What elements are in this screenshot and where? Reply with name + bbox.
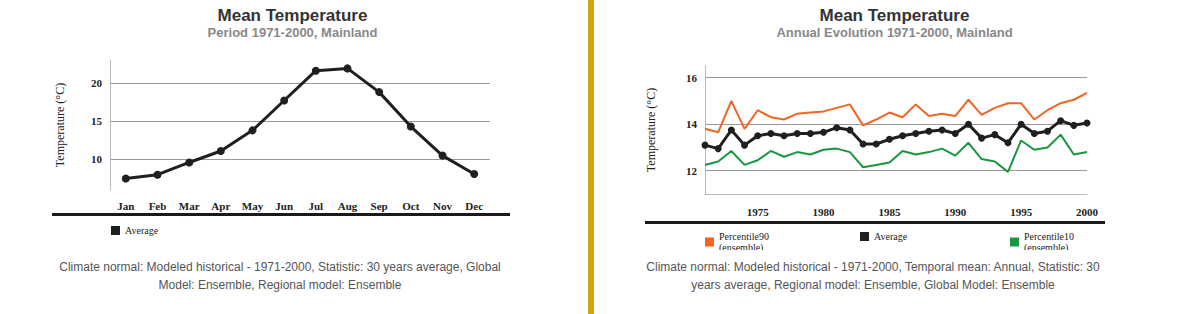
svg-text:12: 12 [686,165,698,177]
svg-text:Percentile90: Percentile90 [719,231,771,242]
svg-text:15: 15 [91,115,103,127]
svg-text:Dec: Dec [465,200,483,212]
svg-text:16: 16 [686,72,698,84]
svg-text:Jan: Jan [117,200,134,212]
svg-text:Temperature (°C): Temperature (°C) [644,88,658,172]
svg-text:Apr: Apr [211,200,230,212]
svg-text:Mean Temperature: Mean Temperature [218,6,368,25]
svg-text:1995: 1995 [1010,206,1033,218]
svg-text:Percentile10: Percentile10 [1024,231,1076,242]
svg-text:Mar: Mar [179,200,200,212]
svg-text:20: 20 [91,77,103,89]
svg-text:Aug: Aug [338,200,358,212]
svg-text:Annual Evolution 1971-2000, Ma: Annual Evolution 1971-2000, Mainland [776,25,1012,40]
svg-text:(ensemble): (ensemble) [1024,242,1068,250]
html-text:Climate normal: Modeled histor: Climate normal: Modeled historical - 197… [59,260,501,292]
svg-text:(ensemble): (ensemble) [719,242,763,250]
svg-text:1990: 1990 [944,206,967,218]
svg-text:1975: 1975 [747,206,770,218]
svg-text:1985: 1985 [878,206,901,218]
svg-text:Mean Temperature: Mean Temperature [820,6,970,25]
svg-text:Nov: Nov [433,200,452,212]
svg-text:Jun: Jun [275,200,293,212]
svg-text:10: 10 [91,153,103,165]
svg-text:Temperature (°C): Temperature (°C) [53,83,67,167]
svg-text:Average: Average [125,225,159,236]
html-text:Climate normal: Modeled histor: Climate normal: Modeled historical - 197… [646,260,1100,292]
svg-text:Period 1971-2000, Mainland: Period 1971-2000, Mainland [208,25,378,40]
svg-text:2000: 2000 [1076,206,1099,218]
svg-text:Jul: Jul [308,200,323,212]
svg-text:Feb: Feb [149,200,167,212]
svg-text:Sep: Sep [371,200,388,212]
svg-text:14: 14 [686,118,698,130]
svg-text:May: May [242,200,264,212]
svg-text:Oct: Oct [402,200,419,212]
svg-text:1980: 1980 [813,206,836,218]
svg-text:Average: Average [874,231,908,242]
